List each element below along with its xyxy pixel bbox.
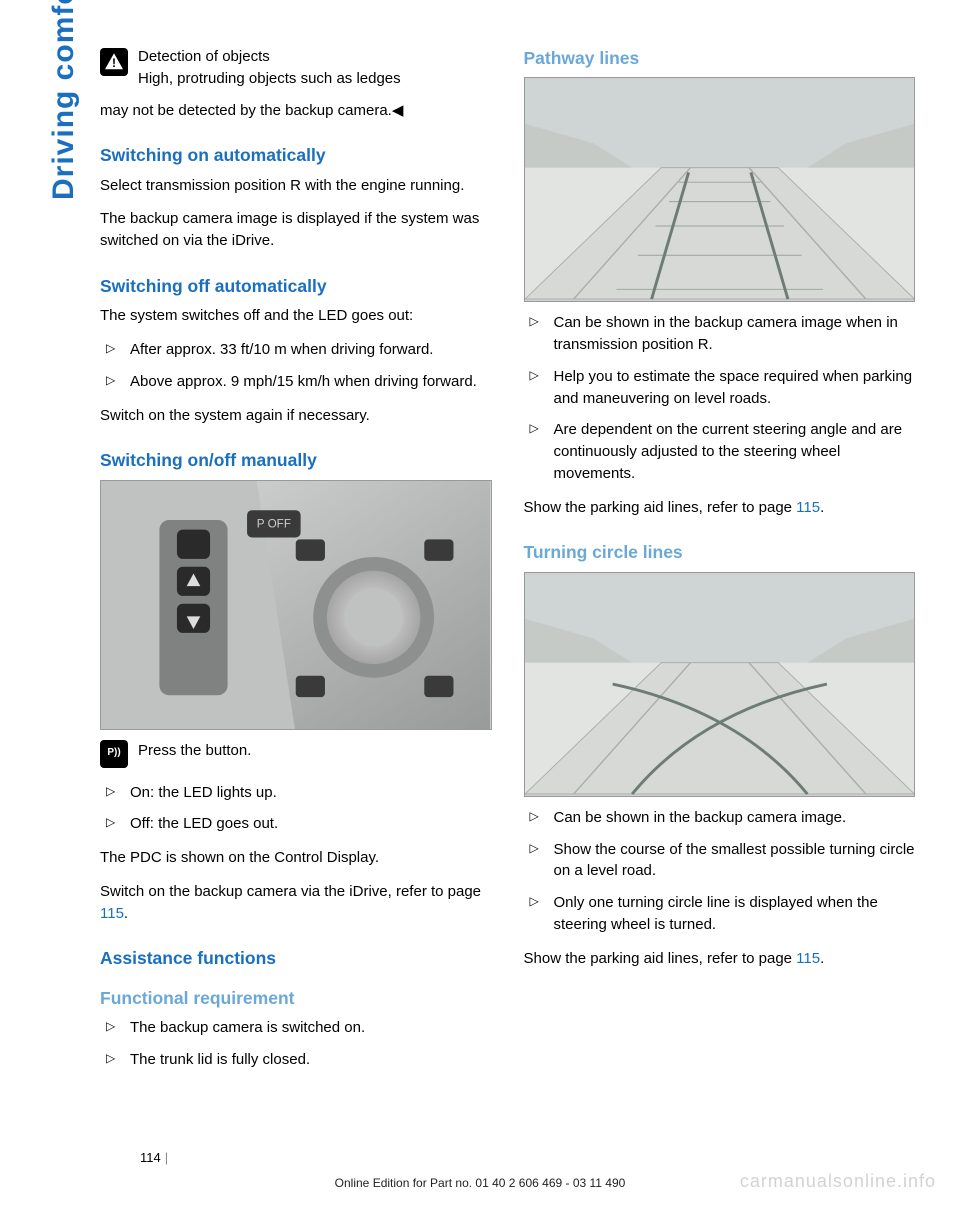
side-chapter-label: Driving comfort (42, 0, 86, 200)
list-item: Above approx. 9 mph/15 km/h when driving… (100, 371, 492, 393)
list-item: Can be shown in the backup camera image … (524, 312, 916, 356)
park-assist-icon: P)) (100, 740, 128, 768)
press-button-label: Press the button. (138, 740, 251, 762)
image-turning-circle (524, 572, 916, 797)
text-switch-off-auto-1: The system switches off and the LED goes… (100, 305, 492, 327)
svg-text:P OFF: P OFF (257, 517, 291, 530)
heading-functional-req: Functional requirement (100, 986, 492, 1011)
heading-pathway-lines: Pathway lines (524, 46, 916, 71)
text-switch-manual-2: Switch on the backup camera via the iDri… (100, 881, 492, 925)
warning-body-line1: High, protruding objects such as ledges (138, 70, 401, 87)
list-item: On: the LED lights up. (100, 782, 492, 804)
heading-switch-off-auto: Switching off automatically (100, 274, 492, 299)
text-pathway-ref: Show the parking aid lines, refer to pag… (524, 497, 916, 519)
list-item: Only one turning circle line is displaye… (524, 892, 916, 936)
image-center-console: P OFF (100, 480, 492, 730)
text-switch-manual-1: The PDC is shown on the Control Display. (100, 847, 492, 869)
heading-assistance: Assistance functions (100, 946, 492, 971)
text-turning-ref: Show the parking aid lines, refer to pag… (524, 948, 916, 970)
press-button-row: P)) Press the button. (100, 740, 492, 768)
list-item: Can be shown in the backup camera image. (524, 807, 916, 829)
list-item: Off: the LED goes out. (100, 813, 492, 835)
right-column: Pathway lines (524, 46, 916, 1083)
page-link-115[interactable]: 115 (796, 499, 820, 516)
list-functional-req: The backup camera is switched on. The tr… (100, 1017, 492, 1071)
heading-turning-circle: Turning circle lines (524, 540, 916, 565)
warning-title: Detection of objects (138, 48, 270, 65)
list-item: The trunk lid is fully closed. (100, 1049, 492, 1071)
heading-switch-on-auto: Switching on automatically (100, 143, 492, 168)
warning-block: Detection of objects High, protruding ob… (100, 46, 492, 90)
page-link-115[interactable]: 115 (796, 950, 820, 967)
list-switch-manual: On: the LED lights up. Off: the LED goes… (100, 782, 492, 836)
image-pathway-lines (524, 77, 916, 302)
page-number: 114| (140, 1149, 168, 1168)
page-link-115[interactable]: 115 (100, 905, 124, 922)
list-item: Are dependent on the current steering an… (524, 419, 916, 484)
list-turning: Can be shown in the backup camera image.… (524, 807, 916, 936)
watermark: carmanualsonline.info (740, 1168, 936, 1194)
list-switch-off-auto: After approx. 33 ft/10 m when driving fo… (100, 339, 492, 393)
text-switch-off-auto-2: Switch on the system again if necessary. (100, 405, 492, 427)
warning-icon (100, 48, 128, 76)
left-column: Detection of objects High, protruding ob… (100, 46, 492, 1083)
text-switch-on-auto-2: The backup camera image is displayed if … (100, 208, 492, 252)
list-item: The backup camera is switched on. (100, 1017, 492, 1039)
warning-body: may not be detected by the backup camera… (100, 100, 492, 122)
list-item: Show the course of the smallest possible… (524, 839, 916, 883)
heading-switch-manual: Switching on/off manually (100, 448, 492, 473)
list-item: After approx. 33 ft/10 m when driving fo… (100, 339, 492, 361)
text-switch-on-auto-1: Select transmission position R with the … (100, 175, 492, 197)
list-pathway: Can be shown in the backup camera image … (524, 312, 916, 484)
list-item: Help you to estimate the space required … (524, 366, 916, 410)
